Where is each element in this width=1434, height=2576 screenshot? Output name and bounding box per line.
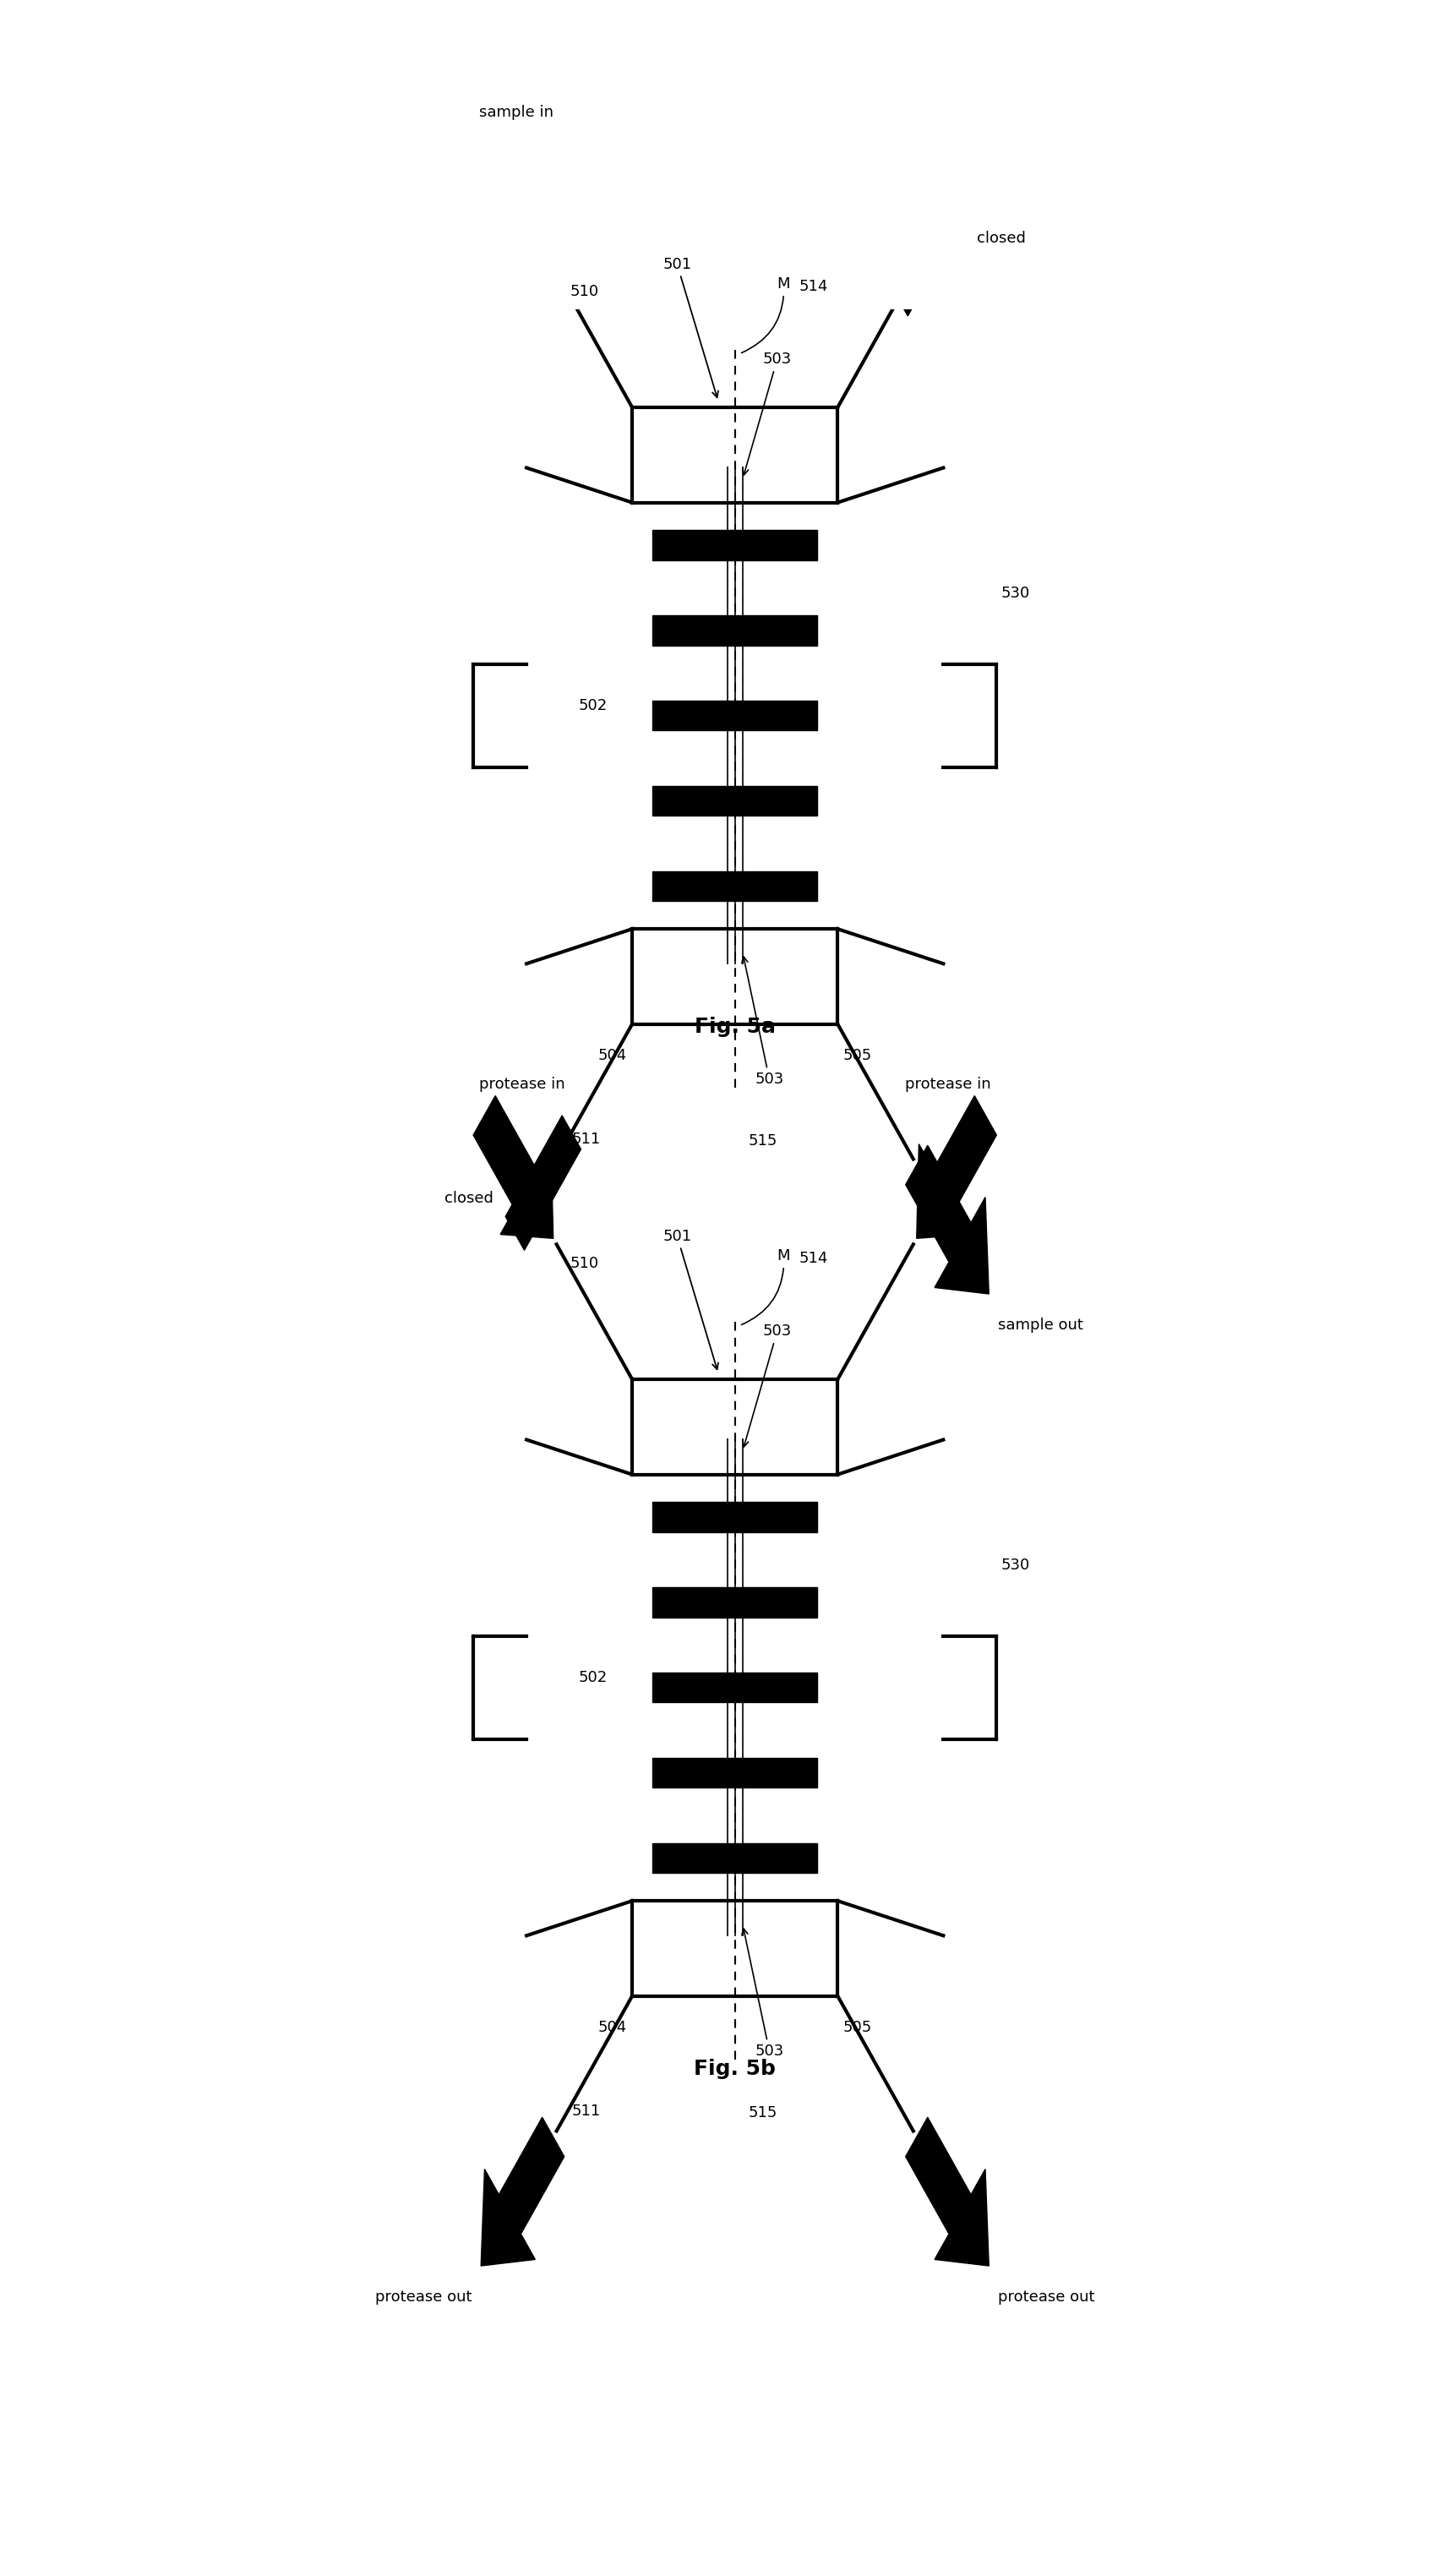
Text: M: M [741, 1249, 790, 1324]
Text: sample out: sample out [998, 1319, 1083, 1332]
Text: 514: 514 [799, 1252, 829, 1267]
Text: 510: 510 [569, 1257, 599, 1273]
Bar [652, 701, 817, 732]
Text: 505: 505 [843, 2020, 872, 2035]
Text: 503: 503 [741, 956, 784, 1087]
Text: Fig. 5a: Fig. 5a [694, 1018, 776, 1038]
Text: 503: 503 [741, 1929, 784, 2058]
Text: 503: 503 [743, 353, 792, 474]
Polygon shape [506, 1115, 581, 1249]
Text: 530: 530 [1001, 1558, 1030, 1571]
Text: 515: 515 [749, 1133, 777, 1149]
Text: 514: 514 [799, 278, 829, 294]
Bar [652, 1587, 817, 1618]
Text: 511: 511 [572, 2105, 601, 2120]
Text: sample in: sample in [479, 106, 554, 118]
Bar [652, 616, 817, 647]
Text: 501: 501 [663, 258, 718, 397]
Bar [652, 531, 817, 559]
Text: M: M [741, 276, 790, 353]
Text: closed: closed [445, 1190, 493, 1206]
Polygon shape [906, 1146, 989, 1293]
Text: 504: 504 [598, 1048, 627, 1064]
Text: protease out: protease out [376, 2290, 472, 2306]
Polygon shape [480, 2117, 564, 2267]
Text: 502: 502 [579, 1669, 608, 1685]
Text: closed: closed [977, 232, 1025, 247]
Bar [652, 1757, 817, 1788]
Text: Fig. 5b: Fig. 5b [694, 2058, 776, 2079]
Text: protease in: protease in [905, 1077, 991, 1092]
Text: protease out: protease out [998, 2290, 1094, 2306]
Text: 515: 515 [749, 2105, 777, 2120]
Bar [652, 1672, 817, 1703]
Bar [652, 1502, 817, 1533]
Polygon shape [906, 2117, 989, 2267]
Bar [652, 786, 817, 817]
Bar [652, 1844, 817, 1873]
Polygon shape [473, 1095, 554, 1239]
Polygon shape [889, 180, 964, 317]
Text: 511: 511 [572, 1131, 601, 1146]
Text: 502: 502 [579, 698, 608, 714]
Text: 503: 503 [743, 1324, 792, 1448]
Polygon shape [916, 1095, 997, 1239]
Text: protease in: protease in [479, 1077, 565, 1092]
Text: 505: 505 [843, 1048, 872, 1064]
Text: 530: 530 [1001, 585, 1030, 600]
Bar [652, 871, 817, 902]
Text: 501: 501 [663, 1229, 718, 1370]
Text: 504: 504 [598, 2020, 627, 2035]
Polygon shape [473, 124, 554, 265]
Text: 510: 510 [569, 283, 599, 299]
